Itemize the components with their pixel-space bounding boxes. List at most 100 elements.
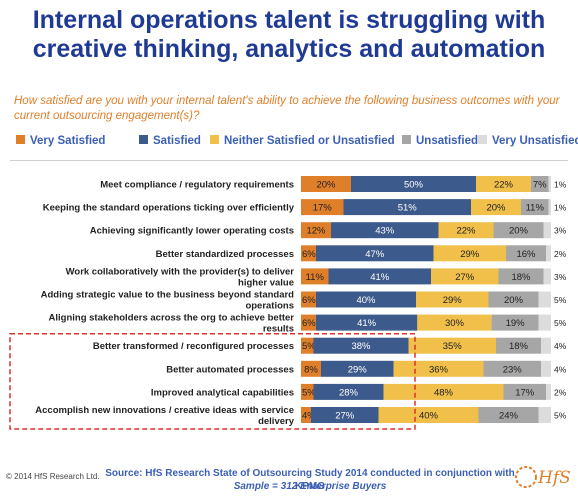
data-label: 5%	[554, 295, 567, 305]
data-label: 30%	[445, 318, 465, 329]
legend-label: Very Unsatisfied	[492, 135, 578, 147]
highlight-box	[9, 332, 416, 430]
bar-segment-unsatisfied	[483, 360, 541, 377]
data-label: 5%	[302, 387, 316, 398]
data-label: 40%	[356, 295, 376, 306]
bar-segment-satisfied	[316, 245, 434, 262]
legend-label: Very Satisfied	[30, 135, 106, 147]
bar-segment-unsatisfied	[496, 337, 541, 354]
bar-segment-satisfied	[313, 337, 409, 354]
bar-segment-very-unsatisfied	[541, 337, 551, 354]
bar-segment-very-unsatisfied	[546, 245, 551, 262]
bar-segment-very-unsatisfied	[541, 360, 551, 377]
data-label: 18%	[509, 341, 529, 352]
data-label: 20%	[504, 295, 524, 306]
data-label: 17%	[313, 203, 333, 214]
data-label: 35%	[443, 341, 463, 352]
data-label: 4%	[554, 364, 567, 374]
bar-segment-unsatisfied	[491, 314, 539, 331]
data-label: 36%	[429, 364, 449, 375]
data-label: 22%	[494, 180, 514, 191]
data-label: 5%	[554, 411, 567, 421]
data-label: 3%	[554, 272, 567, 282]
data-label: 29%	[443, 295, 463, 306]
source-text: Source: HfS Research State of Outsourcin…	[105, 468, 515, 492]
bar-segment-unsatisfied	[503, 383, 546, 400]
bar-segment-neither	[431, 268, 499, 285]
bar-segment-very-unsatisfied	[538, 407, 551, 423]
bar-segment-very-satisfied	[301, 337, 314, 354]
category-label: Work collaboratively with the provider(s…	[66, 266, 295, 288]
bar-segment-unsatisfied	[521, 199, 549, 216]
chart-legend: Very Satisfied Satisfied Neither Satisfi…	[16, 135, 578, 151]
data-label: 48%	[434, 387, 454, 398]
category-label: Improved analytical capabilities	[151, 387, 294, 398]
data-label: 5%	[302, 341, 316, 352]
bar-segment-very-unsatisfied	[538, 314, 551, 331]
legend-item-very-satisfied: Very Satisfied	[16, 135, 105, 147]
data-label: 8%	[304, 364, 318, 375]
bar-segment-unsatisfied	[493, 222, 544, 239]
bar-segment-satisfied	[328, 268, 431, 285]
bar-segment-unsatisfied	[488, 291, 539, 308]
title-line-1: Internal operations talent is struggling…	[32, 6, 546, 34]
data-label: 22%	[456, 226, 476, 237]
data-label: 24%	[499, 411, 519, 422]
bar-segment-satisfied	[316, 291, 416, 308]
data-label: 27%	[455, 272, 475, 283]
bar-segment-very-unsatisfied	[548, 199, 551, 216]
bar-segment-satisfied	[315, 314, 418, 331]
legend-swatch	[478, 135, 487, 144]
legend-item-very-unsatisfied: Very Unsatisfied	[478, 135, 578, 147]
data-label: 11%	[306, 272, 325, 283]
bar-segment-unsatisfied	[478, 407, 539, 423]
bar-segment-very-satisfied	[301, 360, 321, 377]
bar-segment-neither	[417, 314, 492, 331]
bar-segment-very-satisfied	[301, 176, 351, 192]
bar-segment-satisfied	[311, 407, 379, 423]
category-label: Meet compliance / regulatory requirement…	[100, 180, 294, 191]
category-label: Adding strategic value to the business b…	[41, 290, 295, 312]
bar-segment-very-satisfied	[301, 291, 316, 308]
bar-segment-very-satisfied	[301, 199, 344, 216]
data-label: 3%	[554, 226, 567, 236]
bar-segment-very-satisfied	[301, 407, 311, 423]
bar-segment-neither	[393, 360, 484, 377]
data-label: 6%	[302, 249, 316, 260]
legend-item-neither: Neither Satisfied or Unsatisfied	[210, 135, 395, 147]
bar-segment-very-satisfied	[301, 222, 331, 239]
bar-segment-very-satisfied	[301, 245, 316, 262]
data-label: 41%	[370, 272, 390, 283]
bar-segment-satisfied	[351, 176, 476, 192]
data-label: 6%	[302, 295, 316, 306]
category-label: Achieving significantly lower operating …	[90, 226, 294, 237]
chart-subtitle: How satisfied are you with your internal…	[14, 95, 560, 122]
chart-title: Internal operations talent is struggling…	[0, 6, 578, 64]
bar-segment-unsatisfied	[498, 268, 544, 285]
data-label: 6%	[302, 318, 316, 329]
data-label: 11%	[526, 203, 545, 214]
data-label: 2%	[554, 249, 567, 259]
data-label: 29%	[348, 364, 368, 375]
data-label: 20%	[509, 226, 529, 237]
bar-segment-very-unsatisfied	[548, 176, 551, 192]
data-label: 29%	[460, 249, 480, 260]
data-label: 19%	[506, 318, 526, 329]
copyright-text: © 2014 HfS Research Ltd.	[6, 472, 100, 481]
bar-segment-very-satisfied	[301, 314, 316, 331]
bar-segment-very-unsatisfied	[543, 222, 551, 239]
data-label: 1%	[554, 203, 567, 213]
legend-swatch	[139, 135, 148, 144]
data-label: 20%	[316, 180, 336, 191]
bar-segment-satisfied	[321, 360, 394, 377]
category-label: Better transformed / reconfigured proces…	[93, 341, 294, 352]
bar-segment-neither	[476, 176, 531, 192]
category-label: Better automated processes	[166, 364, 294, 375]
legend-label: Unsatisfied	[416, 135, 478, 147]
data-label: 18%	[511, 272, 531, 283]
svg-text:HfS: HfS	[537, 468, 571, 488]
legend-swatch	[402, 135, 411, 144]
category-label: Aligning stakeholders across the org to …	[49, 313, 295, 335]
data-label: 38%	[351, 341, 371, 352]
